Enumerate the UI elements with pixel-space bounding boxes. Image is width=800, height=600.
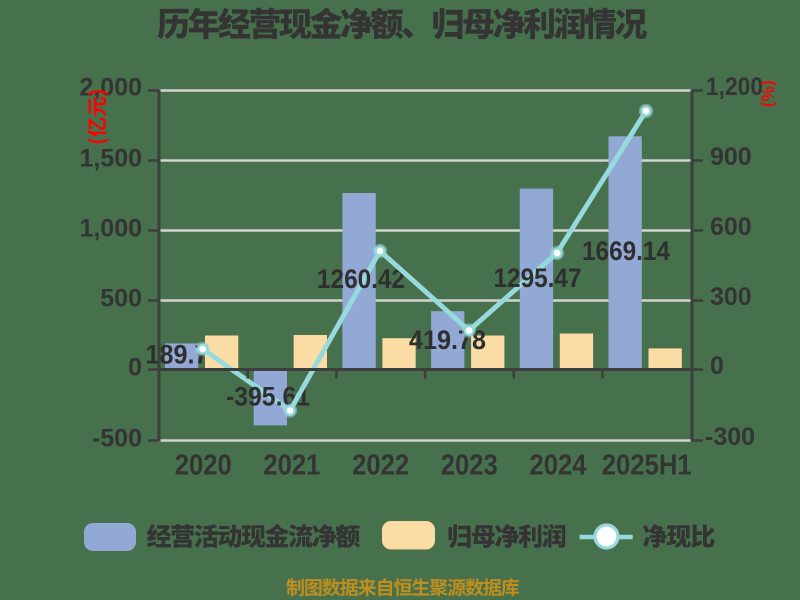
svg-text:2020: 2020 [175, 450, 232, 482]
svg-text:2024: 2024 [530, 450, 587, 482]
svg-text:1669.14: 1669.14 [582, 236, 670, 266]
svg-text:1,000: 1,000 [79, 215, 142, 243]
svg-text:1295.47: 1295.47 [494, 263, 582, 293]
svg-text:2023: 2023 [441, 450, 498, 482]
svg-text:1,500: 1,500 [79, 145, 142, 173]
svg-text:0: 0 [710, 352, 724, 380]
svg-text:-500: -500 [92, 425, 142, 453]
svg-text:600: 600 [710, 213, 752, 241]
svg-text:2,000: 2,000 [79, 73, 142, 101]
svg-text:300: 300 [710, 283, 752, 311]
svg-text:500: 500 [100, 285, 142, 313]
svg-text:-300: -300 [705, 423, 755, 451]
svg-text:2025H1: 2025H1 [602, 450, 692, 482]
svg-text:1,200: 1,200 [706, 73, 763, 101]
svg-text:2022: 2022 [352, 450, 409, 482]
svg-text:900: 900 [710, 143, 752, 171]
svg-text:2021: 2021 [263, 450, 320, 482]
svg-text:1260.42: 1260.42 [317, 264, 405, 294]
svg-text:0: 0 [128, 354, 142, 382]
